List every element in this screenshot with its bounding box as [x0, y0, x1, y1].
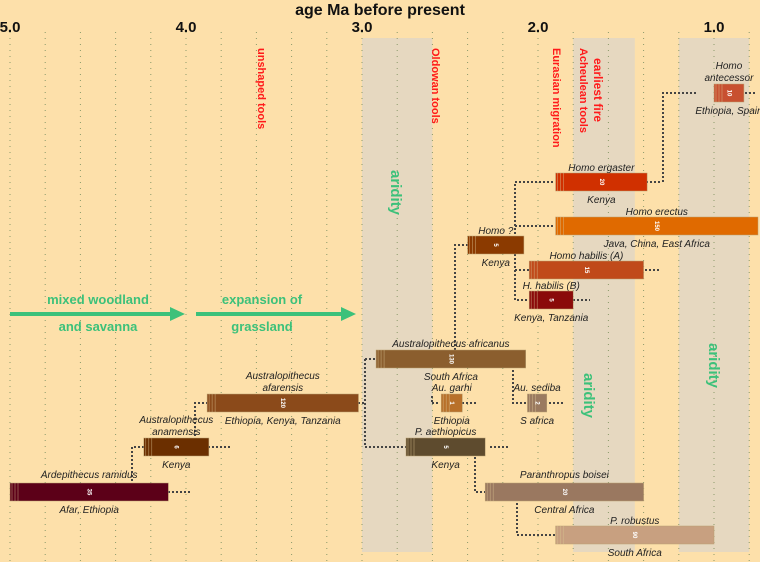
aridity-label-2: aridity [580, 373, 597, 419]
range-bar [467, 235, 525, 255]
event-earliest-fire: earliest fire [591, 58, 605, 122]
environment-arrow-1 [10, 307, 185, 321]
species-name: Au. sediba [512, 383, 561, 394]
species-paranthropus-boisei[interactable]: 20 Paranthropus boisei Central Africa [484, 470, 644, 516]
species-australopithecus-africanus[interactable]: 130 Australopithecus africanus South Afric… [375, 339, 526, 383]
species-name: Homo ergaster [568, 163, 635, 174]
species-name: Au. garhi [431, 383, 473, 394]
species-name-2: afarensis [263, 383, 304, 394]
species-name: Ardepithecus ramidus [40, 470, 138, 481]
species-region: S africa [520, 416, 554, 427]
range-bar [555, 172, 648, 192]
species-name: Australopithecus [138, 415, 213, 426]
species-region: Java, China, East Africa [603, 239, 711, 250]
species-region: South Africa [608, 548, 663, 559]
specimen-count: 35 [86, 489, 92, 496]
specimen-count: 15 [583, 267, 589, 274]
species-homo-erectus[interactable]: 150 Homo erectus Java, China, East Africa [555, 207, 759, 250]
species-name: Paranthropus boisei [520, 470, 610, 481]
range-bar [713, 83, 745, 103]
species-name: H. habilis (B) [523, 281, 580, 292]
specimen-count: 130 [447, 354, 453, 365]
environment-label-2b: grassland [231, 319, 292, 334]
species-region: Central Africa [534, 505, 595, 516]
tick-label: 1.0 [704, 19, 725, 36]
range-bar [528, 260, 644, 280]
species-homo-habilis-a[interactable]: 15 Homo habilis (A) [528, 251, 644, 280]
species-name: Australopithecus africanus [391, 339, 509, 350]
environment-arrow-2 [196, 307, 356, 321]
environment-label-2a: expansion of [222, 292, 303, 307]
specimen-count: 5 [548, 298, 554, 302]
axis-title: age Ma before present [295, 2, 466, 19]
species-homo-ergaster[interactable]: 20 Homo ergaster Kenya [555, 163, 648, 206]
range-bar [484, 482, 644, 502]
species-region: Ethiopia, Kenya, Tanzania [225, 416, 341, 427]
species-ardepithecus-ramidus[interactable]: 35 Ardepithecus ramidus Afar, Ethiopia [9, 470, 169, 516]
species-p-aethiopicus[interactable]: 5 P. aethiopicus Kenya [405, 427, 486, 471]
species-name: P. aethiopicus [415, 427, 477, 438]
range-bar [143, 437, 210, 457]
species-region: Kenya [431, 460, 460, 471]
aridity-band [678, 38, 750, 552]
specimen-count: 90 [631, 532, 637, 539]
environment-label-1a: mixed woodland [47, 292, 149, 307]
species-au-garhi[interactable]: 1 Au. garhi Ethiopia [431, 383, 473, 427]
specimen-count: 1 [448, 401, 454, 405]
species-h-habilis-b[interactable]: 5 H. habilis (B) Kenya, Tanzania [514, 281, 589, 324]
species-name: Homo erectus [626, 207, 688, 218]
aridity-band [362, 38, 433, 552]
tick-label: 5.0 [0, 19, 20, 36]
aridity-label-3: aridity [705, 343, 722, 389]
species-region: Kenya [482, 258, 511, 269]
aridity-band [573, 38, 635, 552]
species-name: P. robustus [610, 516, 659, 527]
specimen-count: 150 [653, 221, 659, 232]
specimen-count: 6 [173, 445, 179, 449]
species-region: Ethiopia, Spain [695, 106, 760, 117]
specimen-count: 120 [279, 398, 285, 409]
species-region: South Africa [424, 372, 479, 383]
range-bar [555, 525, 715, 545]
range-bar [375, 349, 526, 369]
species-name: Australopithecus [245, 371, 320, 382]
species-name: Homo [716, 61, 743, 72]
species-p-robustus[interactable]: 90 P. robustus South Africa [555, 516, 715, 559]
species-au-sediba[interactable]: 2 Au. sediba S africa [512, 383, 561, 427]
range-bar [528, 290, 574, 310]
specimen-count: 10 [725, 90, 731, 97]
species-region: Kenya, Tanzania [514, 313, 589, 324]
event-unshaped-tools: unshaped tools [255, 48, 267, 129]
event-acheulean-tools: Acheulean tools [577, 48, 589, 133]
specimen-count: 20 [598, 179, 604, 186]
event-eurasian-migration: Eurasian migration [550, 48, 562, 148]
aridity-label-1: aridity [387, 170, 404, 216]
species-name: Homo habilis (A) [549, 251, 623, 262]
species-name: Homo ? [478, 226, 513, 237]
species-name-2: antecessor [704, 73, 754, 84]
species-region: Kenya [162, 460, 191, 471]
tick-label: 3.0 [352, 19, 373, 36]
range-bar [405, 437, 486, 457]
species-region: Ethiopia [434, 416, 471, 427]
species-name-2: anamensis [152, 427, 200, 438]
tick-label: 2.0 [528, 19, 549, 36]
tick-label: 4.0 [176, 19, 197, 36]
species-region: Afar, Ethiopia [58, 505, 119, 516]
range-bar [9, 482, 169, 502]
specimen-count: 20 [561, 489, 567, 496]
environment-label-1b: and savanna [59, 319, 139, 334]
specimen-count: 5 [442, 445, 448, 449]
species-region: Kenya [587, 195, 616, 206]
event-oldowan-tools: Oldowan tools [429, 48, 441, 124]
specimen-count: 5 [492, 243, 498, 247]
specimen-count: 2 [534, 401, 540, 405]
range-bar [555, 216, 759, 236]
range-bar [206, 393, 359, 413]
species-homo[interactable]: 5 Homo ? Kenya [467, 226, 525, 269]
